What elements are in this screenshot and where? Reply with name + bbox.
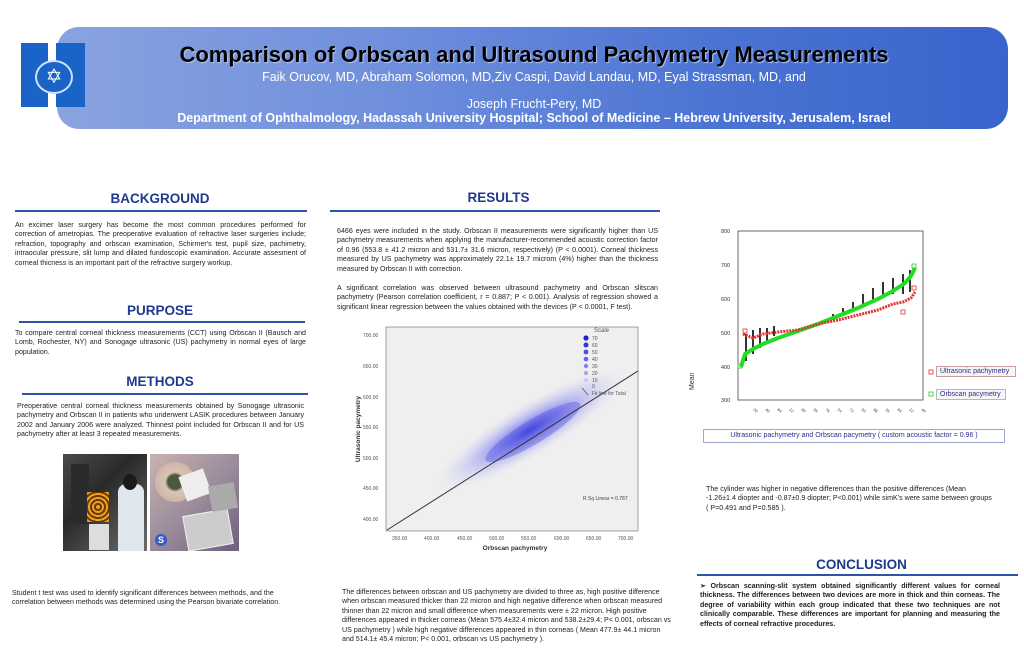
conclusion-heading: CONCLUSION (816, 557, 907, 572)
svg-text:650.00: 650.00 (586, 536, 602, 542)
svg-text:20: 20 (860, 407, 867, 414)
authors-line-2: Joseph Frucht-Pery, MD (466, 97, 602, 111)
purpose-rule (19, 321, 305, 323)
conclusion-rule (697, 574, 1018, 576)
svg-text:24: 24 (836, 407, 843, 414)
svg-text:600.00: 600.00 (363, 395, 379, 401)
hadassah-logo: ✡ (21, 43, 85, 107)
purpose-text: To compare central corneal thickness mea… (15, 329, 306, 356)
mean-comparison-svg: 800 700 600 500 400 300 Mean 20 40 84 12 (689, 229, 934, 414)
svg-text:10: 10 (592, 378, 598, 384)
results-paragraph-3: The differences between orbscan and US p… (342, 588, 671, 644)
svg-text:40: 40 (920, 407, 927, 414)
mean-y-label: Mean (689, 372, 696, 390)
y-tick: 700.00 (363, 333, 379, 339)
star-of-david-icon: ✡ (35, 60, 73, 94)
svg-text:550.00: 550.00 (363, 425, 379, 431)
svg-text:64: 64 (896, 407, 903, 414)
svg-text:400.00: 400.00 (424, 536, 440, 542)
svg-text:Fit line for Total: Fit line for Total (592, 391, 626, 397)
bullet-arrow-icon: ➢ (700, 582, 706, 590)
results-paragraph-4: The cylinder was higher in negative diff… (706, 485, 992, 512)
mean-comparison-chart: 800 700 600 500 400 300 Mean 20 40 84 12 (683, 218, 1017, 448)
conclusion-block: ➢ Orbscan scanning-slit system obtained … (700, 582, 1000, 629)
legend-marker-orbscan (928, 391, 934, 397)
svg-text:800: 800 (721, 229, 730, 235)
results-paragraph-2: A significant correlation was observed b… (337, 284, 658, 311)
statistics-text: Student t test was used to identify sign… (12, 589, 281, 607)
svg-text:40: 40 (592, 357, 598, 363)
svg-text:350.00: 350.00 (392, 536, 408, 542)
svg-text:400: 400 (721, 365, 730, 371)
svg-text:700: 700 (721, 263, 730, 269)
legend-ultrasonic: Ultrasonic pachymetry (936, 366, 1016, 377)
svg-text:12: 12 (788, 407, 795, 414)
svg-text:20: 20 (752, 407, 759, 414)
svg-text:40: 40 (764, 407, 771, 414)
authors-line-1: Faik Orucov, MD, Abraham Solomon, MD,Ziv… (262, 70, 806, 84)
sonogage-pachymeter-photo: S (150, 454, 239, 551)
svg-text:30: 30 (592, 364, 598, 370)
legend-marker-ultrasonic (928, 369, 934, 375)
scatter-plot-svg: 700.00 650.00 600.00 550.00 500.00 450.0… (355, 326, 639, 552)
svg-text:400.00: 400.00 (363, 517, 379, 523)
results-paragraph-1: 6466 eyes were included in the study. Or… (337, 227, 658, 273)
svg-text:Scale: Scale (594, 328, 610, 334)
background-text: An excimer laser surgery has become the … (15, 221, 306, 267)
purpose-heading: PURPOSE (126, 303, 194, 318)
svg-text:84: 84 (776, 407, 783, 414)
department: Department of Ophthalmology, Hadassah Un… (177, 111, 891, 125)
svg-text:70: 70 (592, 336, 598, 342)
svg-text:550.00: 550.00 (521, 536, 537, 542)
svg-text:650.00: 650.00 (363, 364, 379, 370)
svg-text:600.00: 600.00 (554, 536, 570, 542)
svg-text:0: 0 (592, 384, 595, 390)
sonogage-logo-icon: S (155, 534, 167, 546)
legend-orbscan: Orbscan pacymetry (936, 389, 1006, 400)
chart-caption: Ultrasonic pachymetry and Orbscan pacyme… (703, 429, 1005, 443)
background-rule (15, 210, 307, 212)
poster-title: Comparison of Orbscan and Ultrasound Pac… (179, 42, 889, 67)
methods-text: Preoperative central corneal thickness m… (17, 402, 304, 439)
orbscan-device-photo (63, 454, 147, 551)
svg-text:600: 600 (721, 297, 730, 303)
svg-text:300: 300 (721, 398, 730, 404)
svg-text:60: 60 (800, 407, 807, 414)
svg-text:20: 20 (592, 371, 598, 377)
scatter-plot: 700.00 650.00 600.00 550.00 500.00 450.0… (340, 322, 662, 554)
results-rule (330, 210, 660, 212)
r-squared-annotation: R Sq Linear = 0.787 (583, 496, 628, 502)
svg-text:450.00: 450.00 (457, 536, 473, 542)
svg-text:50: 50 (592, 350, 598, 356)
svg-text:700.00: 700.00 (618, 536, 634, 542)
svg-text:500.00: 500.00 (489, 536, 505, 542)
scatter-x-label: Orbscan pachymetry (483, 545, 548, 552)
svg-text:28: 28 (812, 407, 819, 414)
svg-text:12: 12 (908, 407, 915, 414)
svg-text:16: 16 (884, 407, 891, 414)
scatter-y-label: Ultrasonic pacymetry (355, 396, 362, 462)
svg-text:76: 76 (824, 407, 831, 414)
svg-text:500: 500 (721, 331, 730, 337)
methods-rule (22, 393, 308, 395)
title-banner (57, 27, 1008, 129)
svg-text:68: 68 (872, 407, 879, 414)
results-heading: RESULTS (467, 190, 530, 205)
svg-text:450.00: 450.00 (363, 486, 379, 492)
methods-heading: METHODS (126, 374, 194, 389)
background-heading: BACKGROUND (110, 191, 210, 206)
conclusion-text: Orbscan scanning-slit system obtained si… (700, 582, 1000, 628)
svg-text:60: 60 (592, 343, 598, 349)
svg-text:500.00: 500.00 (363, 456, 379, 462)
svg-text:72: 72 (848, 407, 855, 414)
scatter-legend: Scale 70 60 50 40 30 20 10 0 Fit line fo… (581, 328, 626, 397)
